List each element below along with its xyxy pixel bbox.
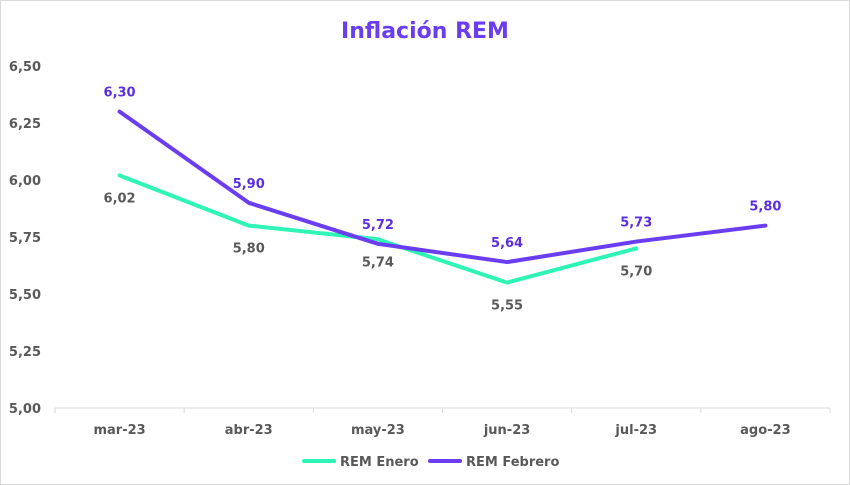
data-label-rem-enero: 5,74 — [362, 255, 394, 270]
data-label-rem-enero: 5,70 — [620, 264, 652, 279]
x-tick-label: mar-23 — [93, 423, 145, 438]
data-label-rem-febrero: 5,64 — [491, 236, 523, 251]
data-label-rem-febrero: 5,80 — [749, 200, 781, 215]
series-line-rem-febrero — [117, 109, 768, 265]
data-label-rem-enero: 5,55 — [491, 299, 523, 314]
data-label-rem-febrero: 5,73 — [620, 216, 652, 231]
y-axis: 5,00 5,25 5,50 5,75 6,00 6,25 6,50 — [9, 60, 41, 417]
data-label-rem-enero: 5,80 — [233, 242, 265, 257]
data-label-rem-febrero: 5,72 — [362, 218, 394, 233]
x-axis: mar-23 abr-23 may-23 jun-23 jul-23 ago-23 — [54, 407, 831, 438]
data-label-rem-febrero: 6,30 — [104, 86, 136, 101]
y-tick-label: 6,00 — [9, 174, 41, 189]
data-label-rem-febrero: 5,90 — [233, 177, 265, 192]
y-tick-label: 5,50 — [9, 288, 41, 303]
data-label-rem-enero: 6,02 — [104, 191, 136, 206]
y-tick-label: 6,25 — [9, 117, 41, 132]
chart-title: Inflación REM — [341, 19, 509, 44]
x-tick-label: jul-23 — [614, 423, 657, 438]
legend: REM Enero REM Febrero — [302, 455, 559, 470]
y-tick-label: 5,00 — [9, 402, 41, 417]
legend-label-rem-febrero: REM Febrero — [466, 455, 559, 470]
series-lines — [117, 109, 768, 285]
series-line-rem-enero — [117, 173, 639, 285]
y-tick-label: 5,75 — [9, 231, 41, 246]
data-labels: 6,02 5,80 5,74 5,55 5,70 6,30 5,90 5,72 5,64 5,73… — [104, 86, 782, 314]
y-tick-label: 6,50 — [9, 60, 41, 75]
x-tick-label: ago-23 — [740, 423, 791, 438]
x-tick-label: abr-23 — [225, 423, 273, 438]
y-tick-label: 5,25 — [9, 345, 41, 360]
x-tick-label: may-23 — [351, 423, 405, 438]
legend-label-rem-enero: REM Enero — [340, 455, 419, 470]
x-tick-label: jun-23 — [483, 423, 530, 438]
